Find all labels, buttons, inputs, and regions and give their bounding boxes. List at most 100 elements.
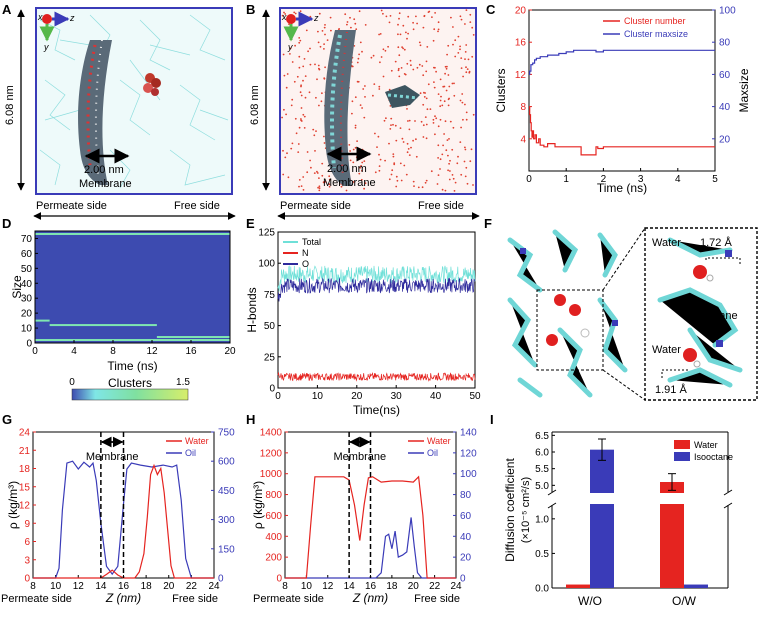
y-tick-label: 21 [19,446,31,457]
water-dot [464,51,467,53]
water-dot [406,37,408,40]
y-tick-label: 60 [21,249,33,260]
y-tick-label: 1400 [260,428,283,439]
oil-cluster-a [143,73,161,96]
water-dot [303,115,306,118]
water-dot [298,126,301,129]
y-tick-label: 150 [218,544,235,555]
water-dot [372,54,375,57]
water-dot [441,188,444,191]
y-tick-label: 16 [515,38,527,49]
membrane-label-b: Membrane [323,177,376,189]
water-dot [465,118,468,121]
water-dot [296,75,299,78]
heatmap-band [35,232,230,235]
membrane-label-f: Membrane [685,310,738,322]
water-dot [284,13,287,15]
x-tick-label: 4 [71,346,77,357]
legend-entry: Cluster maxsize [624,29,688,39]
series-cluster-number [529,105,715,156]
water-dot [313,134,316,137]
water-dot [431,16,433,18]
water-dot [395,175,398,178]
y-tick-label: 20 [460,553,472,564]
water-dot [354,126,357,129]
free-label-a: Free side [174,200,220,212]
nitrogen-atoms-f [520,248,732,347]
y-tick-label: 80 [460,490,472,501]
legend-entry: Total [302,237,321,247]
water-dot [309,159,311,162]
water-dot [442,144,444,147]
x-tick-label: 50 [469,391,481,402]
distance-label-bottom: 1.91 Å [655,383,687,396]
water-dot [350,26,352,29]
water-dot [317,41,320,44]
water-dot [437,93,440,95]
water-dot [320,100,323,103]
y-tick-label: 10 [21,324,33,335]
oil-cluster-b [385,85,420,108]
water-dot [354,124,357,127]
x-tick-label: 14 [95,581,107,592]
width-label-a: 2.00 nm [84,164,124,176]
water-dot [379,158,382,161]
origin-marker-b [286,14,296,24]
water-dot [446,139,449,142]
water-dot [378,33,380,36]
water-dot [349,16,351,19]
water-dot [437,125,440,128]
y-axis-label: ρ (kg/m³) [251,481,265,529]
axis-y-label-a: y [43,42,49,52]
water-dot [285,113,287,116]
water-dot [422,74,425,77]
x-tick-label: 8 [30,581,36,592]
water-dot [398,75,401,78]
water-dot [295,132,298,135]
water-dot [356,140,358,143]
panel-i: I 0.0 0.5 1.0 5.0 5.5 6.0 6.5 W/O O/W Water Isooct… [490,412,733,608]
y-tick-label: 4 [520,134,526,145]
water-dot [323,181,325,184]
y-tick-label: 18 [19,464,31,475]
water-dot [452,26,454,28]
panel-h: H 8 10 12 14 16 18 20 22 24020040060080010001200… [246,412,477,605]
free-side-label: Free side [172,593,218,605]
legend-entry: Water [185,436,209,446]
water-dot [429,108,432,110]
x-tick-label: 1 [563,174,569,185]
water-label-top: Water [652,237,681,249]
y-tick-label: 9 [24,519,30,530]
water-dot [418,63,421,66]
water-dot [314,63,316,66]
water-dot [389,15,392,17]
water-dot [382,75,385,78]
x-tick-label: 4 [675,174,681,185]
water-dot [321,30,324,32]
water-dot [378,165,381,168]
water-dot [289,53,291,55]
water-dot [419,92,422,95]
y-tick-label: 100 [258,259,275,270]
y-tick-label: 800 [265,490,282,501]
x-tick-label: 16 [118,581,130,592]
series-o [277,277,476,302]
heatmap-band [156,336,230,339]
water-dot [282,53,285,56]
water-dot [406,151,409,154]
water-dot [464,58,466,60]
axis-z-label-a: z [69,13,75,23]
water-dot [469,160,472,163]
water-dot [437,21,440,24]
heatmap-band [49,324,157,327]
water-dot [358,172,361,175]
water-dot [390,117,393,120]
chart-d: 0 4 8 12 16 20 0 10 20 30 40 50 60 70 Time (ns) Size 0 1.… [10,230,236,401]
water-dot [330,29,332,32]
x-tick-label: 16 [185,346,197,357]
water-dot [346,23,348,26]
water-dot [312,128,315,131]
water-dot [457,155,459,158]
x-tick-label: 3 [638,174,644,185]
